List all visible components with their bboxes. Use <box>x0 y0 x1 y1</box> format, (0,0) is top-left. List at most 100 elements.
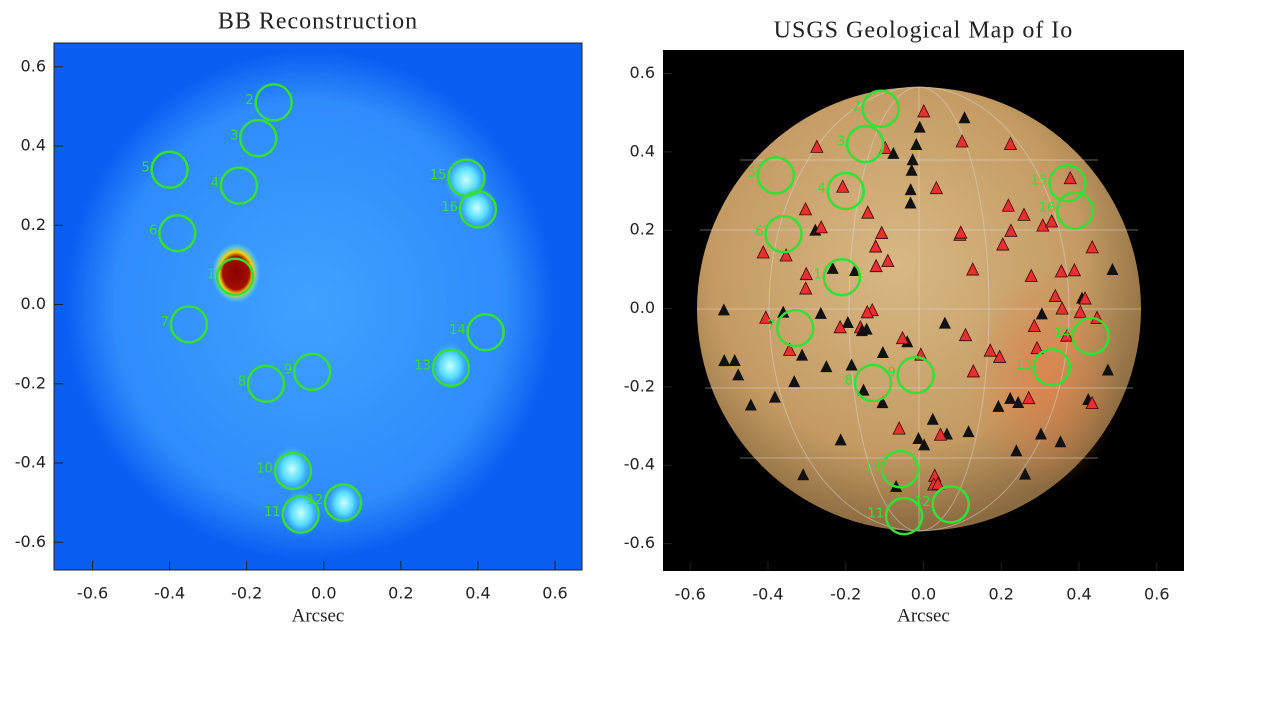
feature-label: 5 <box>747 166 755 181</box>
feature-circle <box>281 495 320 534</box>
feature-circle <box>458 190 498 229</box>
volcano-marker <box>904 196 917 209</box>
volcano-marker <box>895 330 910 345</box>
volcano-marker <box>797 468 810 481</box>
feature-label: 5 <box>141 160 149 175</box>
feature-circle <box>1055 191 1095 230</box>
volcano-marker <box>845 358 858 371</box>
y-tick-label: 0.4 <box>21 136 46 155</box>
volcano-marker <box>820 360 833 373</box>
volcano-marker <box>1060 328 1074 342</box>
feature-label: 9 <box>284 362 292 377</box>
feature-label: 6 <box>755 225 763 240</box>
feature-label: 13 <box>414 358 431 373</box>
volcano-markers <box>717 104 1119 493</box>
feature-circle <box>466 313 505 352</box>
volcano-marker <box>958 111 971 124</box>
volcano-marker <box>992 399 1005 412</box>
feature-circle <box>169 305 209 344</box>
volcano-marker <box>1073 304 1087 319</box>
volcano-marker <box>905 163 918 176</box>
feature-label: 4 <box>817 182 825 197</box>
feature-label: 7 <box>161 315 169 330</box>
volcano-marker <box>1001 198 1015 212</box>
feature-circle <box>431 348 471 388</box>
volcano-marker <box>1017 207 1031 221</box>
volcano-marker <box>1048 288 1062 303</box>
volcano-marker <box>876 346 889 359</box>
y-tick-label: -0.6 <box>624 533 655 552</box>
volcano-marker <box>876 396 889 409</box>
panel-right: USGS Geological Map of Io Arcsec -0.6 -0.4 -… <box>624 18 1184 626</box>
volcano-marker <box>1010 444 1023 457</box>
volcano-marker <box>796 348 809 361</box>
volcano-marker <box>869 258 883 273</box>
y-tick-label: 0.6 <box>630 63 655 82</box>
volcano-marker <box>887 146 900 159</box>
volcano-marker <box>1085 239 1099 254</box>
volcano-marker <box>1004 223 1018 237</box>
feature-circle <box>931 485 970 524</box>
x-tick-label: -0.6 <box>77 584 108 603</box>
feature-label: 16 <box>441 200 458 215</box>
x-tick-label: 0.6 <box>542 584 567 603</box>
feature-circle <box>764 214 803 254</box>
volcano-marker <box>826 261 839 274</box>
volcano-marker <box>1035 307 1048 320</box>
y-tick-label: -0.4 <box>15 453 46 472</box>
feature-circle <box>845 124 885 164</box>
volcano-marker <box>833 319 847 334</box>
feature-label: 4 <box>211 176 219 191</box>
feature-circle <box>896 355 935 395</box>
feature-label: 1 <box>814 268 822 283</box>
x-tick-label: 0.0 <box>311 584 336 603</box>
panel-left: BB Reconstruction Arcsec -0.6 -0.4 -0.2 0.0 0.… <box>15 9 583 626</box>
volcano-marker <box>926 412 939 425</box>
volcano-marker <box>768 390 781 403</box>
volcano-marker <box>929 180 944 195</box>
volcano-marker <box>799 281 813 295</box>
feature-label: 1 <box>207 267 215 282</box>
volcano-marker <box>744 398 757 411</box>
volcano-marker <box>1034 427 1047 440</box>
feature-circle <box>775 308 815 348</box>
feature-label: 3 <box>837 135 845 150</box>
volcano-marker <box>810 139 824 153</box>
feature-circle <box>853 363 893 403</box>
volcano-marker <box>1054 264 1068 278</box>
y-tick-label: 0.2 <box>630 220 655 239</box>
feature-label: 8 <box>238 374 246 389</box>
x-tick-label: 0.2 <box>989 585 1014 604</box>
x-tick-label: 0.2 <box>388 584 413 603</box>
volcano-marker <box>1054 435 1067 448</box>
feature-label: 14 <box>1054 326 1071 341</box>
volcano-marker <box>759 310 773 324</box>
volcano-marker <box>841 315 854 328</box>
feature-label: 8 <box>845 373 853 388</box>
feature-circle <box>239 118 278 158</box>
plot-frame <box>53 42 583 571</box>
feature-circle <box>1048 163 1087 203</box>
x-tick-label: 0.4 <box>465 584 490 603</box>
volcano-marker <box>904 183 917 196</box>
volcano-marker <box>869 239 883 253</box>
feature-label: 12 <box>914 495 931 510</box>
volcano-marker <box>1030 340 1044 355</box>
volcano-marker <box>913 120 926 133</box>
volcano-marker <box>1101 363 1114 376</box>
volcano-marker <box>732 368 745 381</box>
y-tick-label: 0.4 <box>630 141 655 160</box>
volcano-marker <box>1055 301 1069 315</box>
volcano-marker <box>718 354 731 367</box>
feature-label: 6 <box>149 224 157 239</box>
feature-circle <box>273 451 313 491</box>
volcano-marker <box>1024 268 1038 282</box>
volcano-marker <box>954 225 968 239</box>
x-axis-label: Arcsec <box>897 605 950 626</box>
y-tick-label: 0.6 <box>21 56 46 75</box>
volcano-marker <box>1036 218 1050 232</box>
y-tick-label: 0.0 <box>21 294 46 313</box>
volcano-marker <box>1019 467 1032 480</box>
feature-circle <box>219 166 259 205</box>
feature-circle <box>246 364 286 404</box>
